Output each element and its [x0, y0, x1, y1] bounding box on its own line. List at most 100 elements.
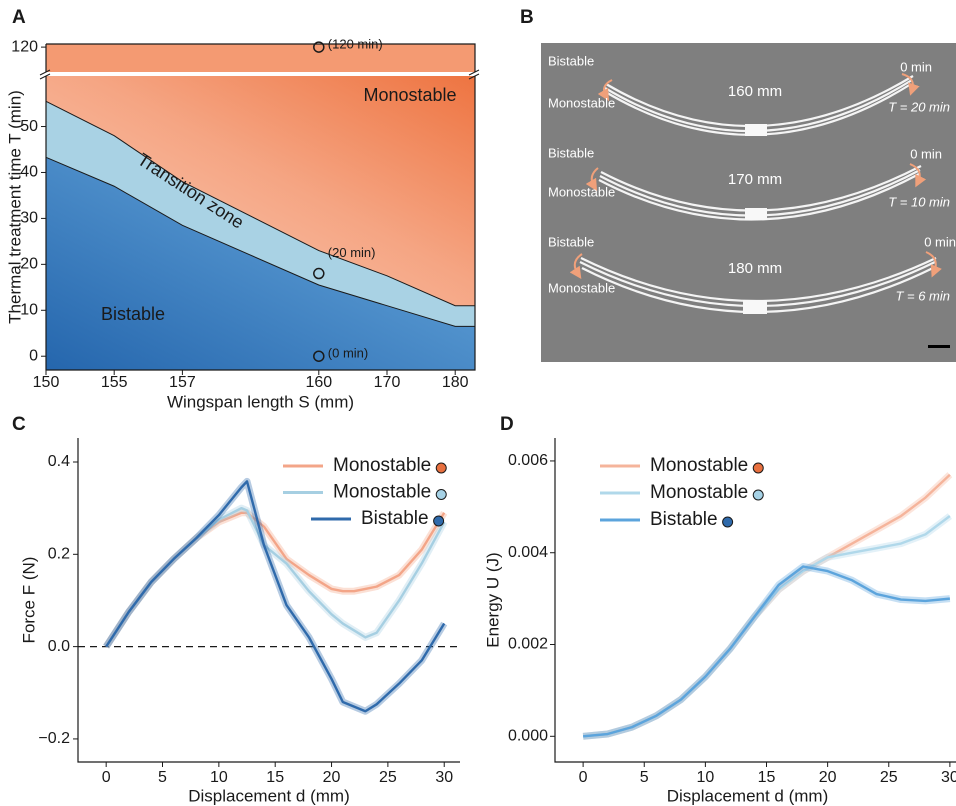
photo-label: Monostable	[548, 280, 615, 295]
x-tick-label: 20	[819, 769, 837, 786]
legend-label: Bistable	[650, 509, 718, 530]
photo-row: Bistable Monostable 160 mm 0 min T = 20 …	[548, 53, 950, 114]
line-chart: −0.20.00.20.40 5 10 15 20 25 30MonostableMonos…	[38, 438, 460, 786]
x-tick-label: 30	[435, 769, 453, 786]
legend-label: Monostable	[333, 482, 431, 503]
break-mark	[468, 73, 480, 80]
data-point	[313, 267, 325, 280]
data-point	[313, 350, 325, 362]
y-tick-label: 50	[20, 118, 38, 135]
region-monostable	[46, 76, 475, 306]
x-tick-label: 5	[158, 769, 167, 786]
y-tick-label: 40	[20, 164, 38, 181]
x-tick-label: 30	[941, 769, 956, 786]
axis-break	[40, 72, 481, 76]
y-tick-label: 0.4	[48, 453, 70, 470]
x-tick-label: 180	[442, 374, 469, 391]
photo-label: 0 min	[924, 234, 956, 249]
panel-label: C	[12, 414, 26, 435]
x-tick-label: 0	[579, 769, 588, 786]
photo-label: 170 mm	[728, 171, 782, 188]
break-mark	[39, 69, 51, 76]
data-point	[313, 41, 325, 53]
scale-bar	[928, 345, 950, 348]
axis-frame	[554, 438, 956, 763]
y-tick-label: 20	[20, 256, 38, 273]
photo-label: 0 min	[910, 146, 942, 161]
y-tick-label: 0.2	[48, 546, 70, 563]
x-tick-label: 10	[696, 769, 714, 786]
photo-label: Bistable	[548, 234, 594, 249]
line-series	[583, 515, 951, 738]
y-tick-label: 0.006	[508, 452, 548, 469]
photo-label: Bistable	[548, 53, 594, 68]
panel-label: D	[500, 414, 514, 435]
x-tick-label: 25	[379, 769, 397, 786]
legend-marker	[435, 489, 447, 500]
y-tick-label: 10	[20, 302, 38, 319]
panel-label: B	[520, 7, 534, 28]
x-axis-title: Displacement d (mm)	[188, 786, 350, 805]
photo-row: Bistable Monostable 170 mm 0 min T = 10 …	[548, 145, 950, 209]
legend-marker	[435, 462, 447, 474]
y-tick-label: 120	[11, 38, 38, 55]
axis-frame	[45, 43, 476, 371]
point-label: (0 min)	[328, 346, 368, 361]
panel-label: A	[12, 7, 26, 28]
legend-label: Monostable	[650, 455, 748, 476]
y-axis-title: Force F (N)	[19, 557, 38, 644]
line-band	[582, 563, 951, 740]
point-label: (120 min)	[328, 37, 383, 52]
photo-panel: B Bistable Monostable 160 mm 0 min T = 2…	[520, 7, 956, 362]
y-tick-label: 0.000	[508, 728, 548, 745]
photo-label: 160 mm	[728, 83, 782, 100]
arrows	[569, 73, 942, 279]
y-tick-label: 30	[20, 210, 38, 227]
y-tick-label: 0.002	[508, 636, 548, 653]
break-mark	[39, 73, 51, 80]
y-tick-label: 0	[29, 347, 38, 364]
x-tick-label: 5	[640, 769, 649, 786]
x-tick-label: 157	[169, 374, 196, 391]
legend: Monostable Monostable Bistable	[283, 455, 447, 529]
legend-marker	[752, 462, 764, 474]
x-tick-label: 170	[374, 374, 401, 391]
line-chart: 0.000 0.002 0.004 0.006 0 5 10 15 20 25 30 Monostab…	[508, 438, 956, 786]
x-axis-title: Displacement d (mm)	[667, 786, 829, 805]
photo-label: 180 mm	[728, 260, 782, 277]
y-tick-label: 0.004	[508, 544, 548, 561]
line-series	[105, 480, 446, 713]
region-label: Bistable	[101, 304, 165, 324]
y-tick-label: −0.2	[38, 730, 70, 747]
point-label: (20 min)	[328, 245, 376, 260]
legend-label: Monostable	[650, 482, 748, 503]
y-axis-title: Energy U (J)	[483, 552, 502, 647]
legend-marker	[433, 515, 445, 527]
photo-label: Bistable	[548, 145, 594, 160]
break-mark	[468, 69, 480, 76]
photo-label: T = 10 min	[888, 194, 950, 209]
legend-label: Monostable	[333, 455, 431, 476]
photo-label: T = 20 min	[888, 99, 950, 114]
y-axis-title: Thermal treatment time T (min)	[5, 90, 24, 324]
x-tick-label: 155	[101, 374, 128, 391]
photo-label: Monostable	[548, 184, 615, 199]
legend-marker	[722, 516, 734, 528]
line-band	[582, 513, 952, 740]
region-bistable	[46, 157, 475, 370]
photo-label: Monostable	[548, 95, 615, 110]
boundary-line	[45, 100, 475, 307]
x-tick-label: 25	[880, 769, 898, 786]
region-transition	[46, 101, 475, 327]
x-tick-label: 160	[305, 374, 332, 391]
x-tick-label: 10	[210, 769, 228, 786]
legend: Monostable Monostable Bistable	[600, 455, 764, 530]
photo-label: T = 6 min	[895, 288, 950, 303]
legend-label: Bistable	[361, 508, 429, 529]
y-tick-label: 0.0	[48, 638, 70, 655]
boundary-line	[45, 156, 475, 327]
axis-frame	[77, 438, 460, 763]
photo-row: Bistable Monostable 180 mm 0 min T = 6 m…	[548, 234, 956, 303]
